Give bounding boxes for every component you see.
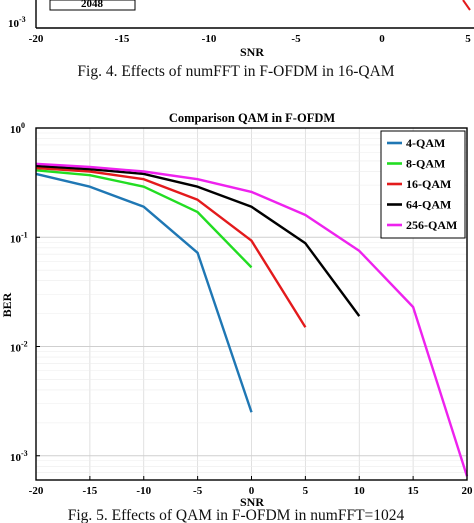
series-line-64-qam <box>35 164 361 317</box>
series-line-4-qam <box>35 172 253 413</box>
ber-chart: -20 -15 -10 -5 0 5 10 15 20 100 10-1 10-2 10-3 Compa… <box>0 111 473 509</box>
top-xticks: -20 -15 -10 -5 0 5 <box>29 33 472 45</box>
legend-label: 4-QAM <box>406 136 445 150</box>
x-tick-label: -15 <box>83 485 98 497</box>
top-curve-fragment <box>462 0 471 11</box>
x-tick-label: 20 <box>462 485 474 497</box>
series-line-8-qam <box>35 169 253 269</box>
y-tick-label: 10-2 <box>10 340 28 355</box>
x-tick-label: 0 <box>249 485 255 497</box>
x-tick-label: 5 <box>303 485 309 497</box>
top-x-tick-label: -10 <box>202 33 217 45</box>
legend-label: 16-QAM <box>406 177 451 191</box>
legend-label: 256-QAM <box>406 218 457 232</box>
top-x-tick-label: -15 <box>115 33 130 45</box>
fig5-caption: Fig. 5. Effects of QAM in F-OFDM in numF… <box>68 507 405 523</box>
top-legend-box <box>49 0 136 11</box>
top-x-tick-label: -5 <box>291 33 301 45</box>
top-legend-entry: 2048 <box>81 0 104 10</box>
top-x-tick-label: 5 <box>465 33 471 45</box>
x-axis-label: SNR <box>240 495 264 509</box>
top-figure-fragment: 2048 10-3 -20 -15 -10 -5 0 5 SNR Fig. 4. Effe… <box>8 0 474 80</box>
series-line-256-qam <box>35 162 469 477</box>
chart-title: Comparison QAM in F-OFDM <box>169 111 336 125</box>
x-tick-label: 10 <box>354 485 366 497</box>
x-tick-label: 15 <box>408 485 420 497</box>
top-x-tick-label: 0 <box>379 33 385 45</box>
y-tick-label: 10-3 <box>10 449 28 464</box>
legend: 4-QAM 8-QAM 16-QAM 64-QAM 256-QAM <box>380 130 466 239</box>
y-tick-label: 10-1 <box>10 230 28 245</box>
y-axis-label: BER <box>0 292 14 317</box>
top-x-tick-label: -20 <box>29 33 44 45</box>
x-tick-label: -5 <box>193 485 203 497</box>
y-tick-label: 100 <box>10 121 25 136</box>
x-tick-label: -20 <box>29 485 44 497</box>
fig4-caption: Fig. 4. Effects of numFFT in F-OFDM in 1… <box>77 63 394 80</box>
legend-label: 8-QAM <box>406 157 445 171</box>
legend-entries: 4-QAM 8-QAM 16-QAM 64-QAM 256-QAM <box>387 136 457 232</box>
x-tick-label: -10 <box>136 485 151 497</box>
series-line-16-qam <box>35 166 307 328</box>
series-lines <box>35 162 469 477</box>
tick-labels: -20 -15 -10 -5 0 5 10 15 20 100 10-1 10-2 10-3 <box>10 121 473 497</box>
top-xlabel: SNR <box>240 45 264 59</box>
legend-label: 64-QAM <box>406 198 451 212</box>
top-ytick-label: 10-3 <box>8 15 26 30</box>
